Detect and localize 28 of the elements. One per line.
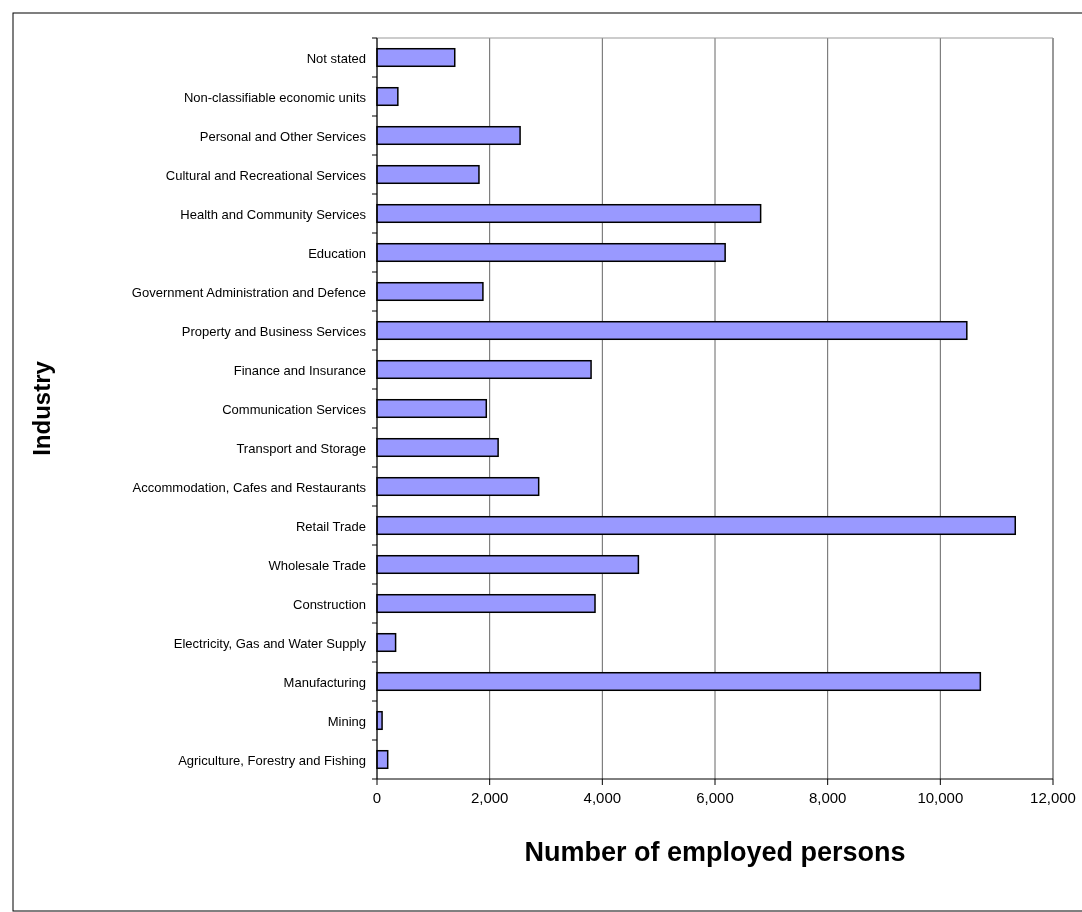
- y-tick-label: Health and Community Services: [180, 206, 367, 222]
- x-tick-label: 10,000: [917, 789, 964, 806]
- y-tick-label: Mining: [327, 713, 366, 729]
- x-tick-label: 0: [372, 789, 382, 806]
- y-tick-label: Not stated: [306, 50, 366, 66]
- y-tick-label: Retail Trade: [295, 518, 366, 534]
- x-tick-label: 4,000: [583, 789, 622, 806]
- y-tick-label: Education: [308, 245, 366, 261]
- y-tick-label: Communication Services: [222, 401, 367, 417]
- x-tick-label: 2,000: [470, 789, 509, 806]
- y-tick-label: Wholesale Trade: [268, 557, 366, 573]
- y-tick-label: Personal and Other Services: [199, 128, 367, 144]
- x-axis-title: Number of employed persons: [524, 837, 906, 867]
- y-tick-label: Manufacturing: [283, 674, 366, 690]
- y-tick-label: Electricity, Gas and Water Supply: [173, 635, 367, 651]
- y-tick-label: Accommodation, Cafes and Restaurants: [132, 479, 367, 495]
- y-tick-label: Property and Business Services: [181, 323, 367, 339]
- y-tick-label: Cultural and Recreational Services: [165, 167, 367, 183]
- y-axis-title: Industry: [28, 360, 55, 456]
- y-tick-label: Transport and Storage: [236, 440, 366, 456]
- y-tick-label: Finance and Insurance: [233, 362, 366, 378]
- y-tick-label: Non-classifiable economic units: [183, 89, 367, 105]
- x-tick-label: 8,000: [808, 789, 847, 806]
- x-tick-label: 6,000: [696, 789, 734, 806]
- y-tick-label: Government Administration and Defence: [131, 284, 366, 300]
- y-tick-label: Agriculture, Forestry and Fishing: [178, 752, 366, 768]
- y-tick-label: Construction: [293, 596, 366, 612]
- x-tick-label: 12,000: [1030, 789, 1076, 806]
